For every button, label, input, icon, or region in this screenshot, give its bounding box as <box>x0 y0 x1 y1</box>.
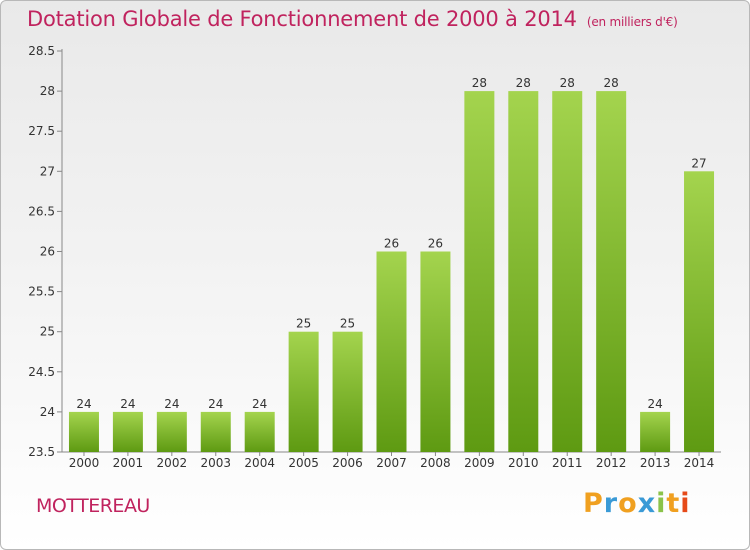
x-tick-label: 2000 <box>69 456 100 470</box>
x-tick-label: 2004 <box>244 456 275 470</box>
bar-value-label: 26 <box>384 237 399 251</box>
x-tick-label: 2002 <box>157 456 188 470</box>
y-tick-label: 25 <box>40 325 55 339</box>
bar-value-label: 28 <box>560 76 575 90</box>
bar-2004 <box>244 411 275 452</box>
y-tick-label: 24 <box>40 405 55 419</box>
bar-2000 <box>68 411 99 452</box>
x-tick-label: 2003 <box>200 456 231 470</box>
bar-2002 <box>156 411 187 452</box>
x-tick-label: 2006 <box>332 456 363 470</box>
bar-value-label: 28 <box>516 76 531 90</box>
y-tick-label: 27.5 <box>28 124 55 138</box>
logo-letter: P <box>583 488 604 519</box>
x-tick-label: 2005 <box>288 456 319 470</box>
bar-value-label: 27 <box>691 156 706 170</box>
bars <box>68 91 715 453</box>
x-tick-label: 2009 <box>464 456 495 470</box>
unit-label: (en milliers d'€) <box>586 15 678 29</box>
bar-2013 <box>640 411 671 452</box>
x-tick-label: 2012 <box>596 456 627 470</box>
bar-2005 <box>288 331 319 452</box>
y-tick-label: 23.5 <box>28 445 55 459</box>
logo-letter: i <box>680 488 691 519</box>
chart-title: Dotation Globale de Fonctionnement de 20… <box>27 7 678 31</box>
bar-2006 <box>332 331 363 452</box>
logo-letter: t <box>666 488 681 519</box>
bar-value-label: 24 <box>647 397 662 411</box>
x-tick-label: 2014 <box>684 456 715 470</box>
bar-value-label: 26 <box>428 237 443 251</box>
x-tick-label: 2010 <box>508 456 539 470</box>
proxiti-logo: Proxiti <box>583 488 691 519</box>
x-tick-label: 2011 <box>552 456 583 470</box>
y-tick-label: 25.5 <box>28 285 55 299</box>
title-text: Dotation Globale de Fonctionnement de 20… <box>27 7 577 31</box>
bar-value-label: 28 <box>472 76 487 90</box>
commune-name: MOTTEREAU <box>36 495 150 517</box>
bar-2001 <box>112 411 143 452</box>
bar-2008 <box>420 251 451 452</box>
bar-value-label: 24 <box>164 397 179 411</box>
y-tick-label: 26 <box>40 245 55 259</box>
bar-2012 <box>596 91 627 452</box>
logo-letter: x <box>637 488 657 519</box>
y-tick-label: 28.5 <box>28 44 55 58</box>
y-tick-label: 27 <box>40 164 55 178</box>
bar-2007 <box>376 251 407 452</box>
bar-value-label: 25 <box>340 317 355 331</box>
bar-value-label: 24 <box>252 397 267 411</box>
bar-2003 <box>200 411 231 452</box>
data-labels: 24 24 24 24 24 25 25 26 26 28 28 28 28 24 27 <box>76 76 706 411</box>
bar-2010 <box>508 91 539 452</box>
x-tick-label: 2001 <box>113 456 144 470</box>
bar-value-label: 24 <box>208 397 223 411</box>
bar-value-label: 24 <box>120 397 135 411</box>
x-tick-label: 2013 <box>640 456 671 470</box>
y-tick-label: 24.5 <box>28 365 55 379</box>
bar-value-label: 25 <box>296 317 311 331</box>
y-tick-label: 28 <box>40 84 55 98</box>
axes: 23.5 24 24.5 25 25.5 26 26.5 27 27.5 28 28.5 2000 20… <box>28 44 721 470</box>
bar-2014 <box>684 171 715 453</box>
y-tick-label: 26.5 <box>28 204 55 218</box>
logo-letter: i <box>656 488 667 519</box>
bar-2009 <box>464 91 495 452</box>
bar-value-label: 28 <box>604 76 619 90</box>
logo-letter: o <box>618 488 638 519</box>
logo-letter: r <box>603 488 619 519</box>
bar-value-label: 24 <box>76 397 91 411</box>
bar-2011 <box>552 91 583 452</box>
x-tick-label: 2008 <box>420 456 451 470</box>
x-tick-label: 2007 <box>376 456 407 470</box>
